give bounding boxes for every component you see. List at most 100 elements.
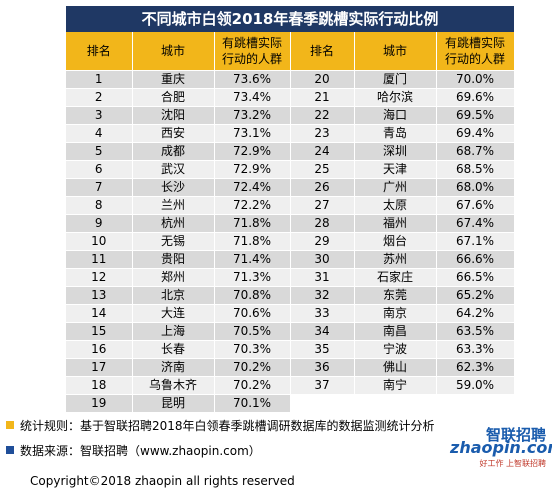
rank-cell: 25 [290,160,355,179]
logo-tagline: 好工作 上智联招聘 [479,459,546,468]
rank-cell: 35 [290,340,355,359]
city-cell: 南京 [354,304,437,323]
ratio-cell: 68.0% [436,178,515,197]
rank-cell: 32 [290,286,355,305]
rank-cell [290,394,355,413]
ratio-cell: 71.3% [214,268,291,287]
ratio-cell: 73.4% [214,88,291,107]
city-cell: 东莞 [354,286,437,305]
ratio-cell: 63.5% [436,322,515,341]
header-city: 城市 [354,32,437,71]
note-stat-rule: 统计规则：基于智联招聘2018年白领春季跳槽调研数据库的数据监测统计分析 [6,414,446,436]
rank-cell: 29 [290,232,355,251]
rank-cell: 13 [66,286,133,305]
ratio-cell: 71.8% [214,214,291,233]
city-ranking-table: 排名 城市 有跳槽实际 行动的人群 排名 城市 有跳槽实际 行动的人群 1 重庆 73.… [66,32,515,413]
city-cell: 贵阳 [132,250,215,269]
ratio-cell: 67.4% [436,214,515,233]
table-row: 18 乌鲁木齐 70.2% 37 南宁 59.0% [66,376,515,395]
ratio-cell: 70.1% [214,394,291,413]
ratio-cell: 63.3% [436,340,515,359]
ratio-cell: 72.4% [214,178,291,197]
header-ratio-line: 有跳槽实际 [444,36,505,50]
table-row: 11 贵阳 71.4% 30 苏州 66.6% [66,250,515,269]
city-cell: 宁波 [354,340,437,359]
ratio-cell: 67.6% [436,196,515,215]
city-cell: 哈尔滨 [354,88,437,107]
city-cell: 烟台 [354,232,437,251]
rank-cell: 1 [66,70,133,89]
ratio-cell [436,394,515,413]
city-cell: 郑州 [132,268,215,287]
rank-cell: 21 [290,88,355,107]
blue-square-bullet-icon [6,446,14,454]
city-cell: 长春 [132,340,215,359]
ratio-cell: 70.2% [214,358,291,377]
rank-cell: 16 [66,340,133,359]
ratio-cell: 66.5% [436,268,515,287]
city-cell: 佛山 [354,358,437,377]
city-cell: 成都 [132,142,215,161]
table-header-row: 排名 城市 有跳槽实际 行动的人群 排名 城市 有跳槽实际 行动的人群 [66,32,515,71]
city-cell: 昆明 [132,394,215,413]
rank-cell: 28 [290,214,355,233]
rank-cell: 19 [66,394,133,413]
rank-cell: 31 [290,268,355,287]
city-cell: 上海 [132,322,215,341]
city-cell: 西安 [132,124,215,143]
rank-cell: 12 [66,268,133,287]
ratio-cell: 67.1% [436,232,515,251]
rank-cell: 4 [66,124,133,143]
logo-en-text: zhaopin.com [450,438,552,457]
rank-cell: 27 [290,196,355,215]
city-cell: 重庆 [132,70,215,89]
ratio-cell: 64.2% [436,304,515,323]
table-row: 9 杭州 71.8% 28 福州 67.4% [66,214,515,233]
city-cell: 海口 [354,106,437,125]
rank-cell: 24 [290,142,355,161]
header-ratio-line: 有跳槽实际 [221,36,282,50]
table-row: 8 兰州 72.2% 27 太原 67.6% [66,196,515,215]
rank-cell: 10 [66,232,133,251]
table-row: 19 昆明 70.1% [66,394,515,413]
table-row: 12 郑州 71.3% 31 石家庄 66.5% [66,268,515,287]
header-ratio: 有跳槽实际 行动的人群 [436,32,515,71]
table-row: 17 济南 70.2% 36 佛山 62.3% [66,358,515,377]
city-cell: 天津 [354,160,437,179]
rank-cell: 5 [66,142,133,161]
ratio-cell: 62.3% [436,358,515,377]
note-data-source: 数据来源：智联招聘（www.zhaopin.com） [6,439,446,461]
city-cell: 深圳 [354,142,437,161]
city-cell [354,394,437,413]
ratio-cell: 72.9% [214,142,291,161]
rank-cell: 6 [66,160,133,179]
rank-cell: 17 [66,358,133,377]
ratio-cell: 72.9% [214,160,291,179]
ratio-cell: 68.5% [436,160,515,179]
ratio-cell: 70.2% [214,376,291,395]
ratio-cell: 69.5% [436,106,515,125]
ratio-cell: 73.1% [214,124,291,143]
rank-cell: 30 [290,250,355,269]
city-cell: 石家庄 [354,268,437,287]
ratio-cell: 72.2% [214,196,291,215]
header-rank: 排名 [290,32,355,71]
rank-cell: 20 [290,70,355,89]
city-cell: 厦门 [354,70,437,89]
ratio-cell: 71.4% [214,250,291,269]
city-cell: 青岛 [354,124,437,143]
city-cell: 长沙 [132,178,215,197]
table-row: 5 成都 72.9% 24 深圳 68.7% [66,142,515,161]
table-row: 13 北京 70.8% 32 东莞 65.2% [66,286,515,305]
rank-cell: 26 [290,178,355,197]
logo-cn-text: 智联招聘 [485,426,546,444]
table-row: 6 武汉 72.9% 25 天津 68.5% [66,160,515,179]
table-row: 14 大连 70.6% 33 南京 64.2% [66,304,515,323]
data-source-text: 数据来源：智联招聘（www.zhaopin.com） [20,443,261,458]
rank-cell: 3 [66,106,133,125]
city-cell: 广州 [354,178,437,197]
ratio-cell: 65.2% [436,286,515,305]
city-cell: 大连 [132,304,215,323]
ratio-cell: 68.7% [436,142,515,161]
rank-cell: 8 [66,196,133,215]
